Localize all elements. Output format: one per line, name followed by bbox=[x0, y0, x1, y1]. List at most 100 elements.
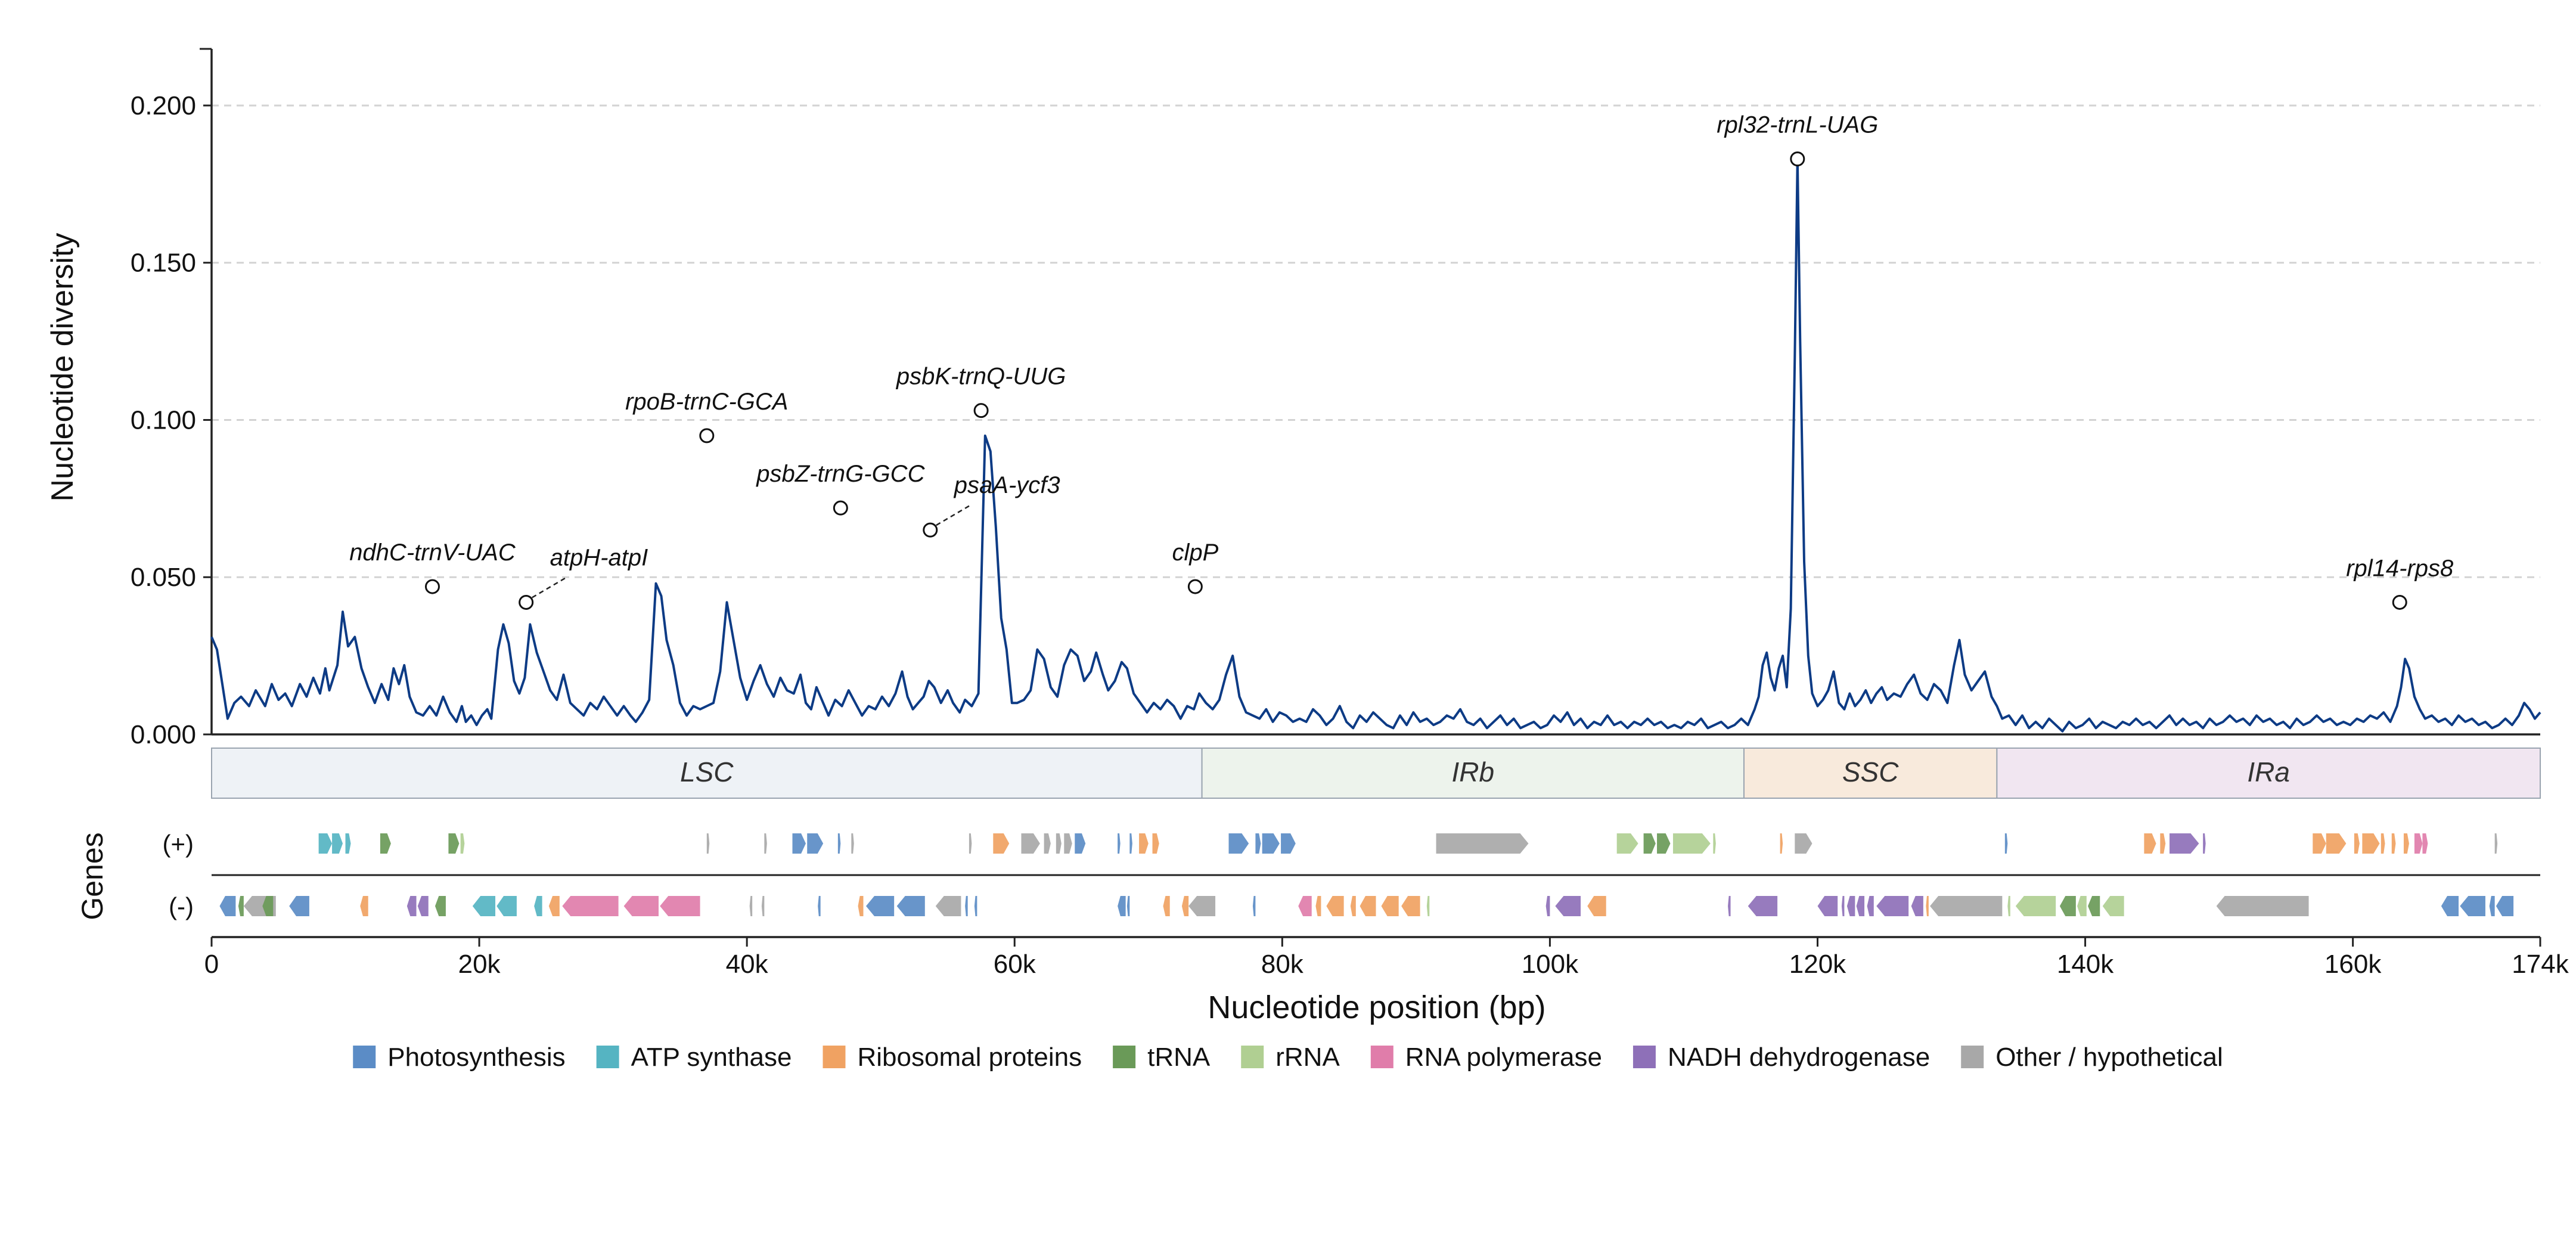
region-box bbox=[1201, 748, 1745, 799]
peak-label: rpl32-trnL-UAG bbox=[1717, 112, 1878, 138]
gene-arrow bbox=[1326, 896, 1344, 916]
peak-marker bbox=[1187, 579, 1203, 594]
peak-marker bbox=[2392, 594, 2407, 610]
gene-arrow bbox=[764, 833, 767, 854]
gene-arrow bbox=[2203, 833, 2206, 854]
gene-arrow bbox=[1315, 896, 1321, 916]
peak-marker bbox=[923, 522, 938, 538]
peak-label: psbK-trnQ-UUG bbox=[896, 364, 1066, 390]
legend-swatch bbox=[596, 1046, 619, 1068]
gene-arrow bbox=[1657, 833, 1671, 854]
gene-arrow bbox=[1064, 833, 1072, 854]
strand-plus-label: (+) bbox=[163, 830, 194, 858]
peak-leader-line bbox=[532, 576, 567, 598]
gene-arrow bbox=[1281, 833, 1296, 854]
gene-arrow bbox=[2102, 896, 2124, 916]
gene-arrow bbox=[1401, 896, 1420, 916]
gene-arrow bbox=[2015, 896, 2056, 916]
region-label: IRa bbox=[2247, 756, 2290, 787]
gene-arrow bbox=[1381, 896, 1399, 916]
gene-arrow bbox=[2004, 833, 2008, 854]
gene-arrow bbox=[935, 896, 961, 916]
legend-item-photo: Photosynthesis bbox=[353, 1043, 566, 1072]
gene-track bbox=[212, 833, 2540, 916]
gene-arrow bbox=[1876, 896, 1909, 916]
peak-group: ndhC-trnV-UAC bbox=[349, 539, 516, 594]
gene-arrow bbox=[1426, 896, 1430, 916]
x-tick-label: 160k bbox=[2324, 950, 2382, 979]
gene-arrow bbox=[818, 896, 821, 916]
y-axis-title: Nucleotide diversity bbox=[45, 233, 80, 502]
gene-arrow bbox=[896, 896, 925, 916]
gene-arrow bbox=[1643, 833, 1656, 854]
gene-arrow bbox=[1350, 896, 1356, 916]
legend-item-ribo: Ribosomal proteins bbox=[823, 1043, 1082, 1072]
peak-annotations: ndhC-trnV-UAC atpH-atpI rpoB-trnC-GCA psbZ-… bbox=[349, 112, 2454, 610]
gene-arrow bbox=[1252, 896, 1256, 916]
region-irb: IRb bbox=[1201, 748, 1745, 799]
gene-arrow bbox=[2460, 896, 2485, 916]
gene-arrow bbox=[1298, 896, 1312, 916]
legend-label: NADH dehydrogenase bbox=[1668, 1043, 1930, 1072]
region-box bbox=[1743, 748, 1998, 799]
gene-arrow bbox=[792, 833, 806, 854]
gene-arrow bbox=[807, 833, 824, 854]
diversity-line bbox=[210, 157, 2541, 733]
gene-arrow bbox=[1118, 833, 1121, 854]
gene-arrow bbox=[262, 896, 274, 916]
gene-arrow bbox=[1262, 833, 1280, 854]
gene-arrow bbox=[1930, 896, 2003, 916]
gene-arrow bbox=[318, 833, 333, 854]
gene-arrow bbox=[2414, 833, 2423, 854]
genes-track-title: Genes bbox=[76, 832, 109, 920]
peak-label: atpH-atpI bbox=[550, 544, 648, 570]
gene-arrow bbox=[1139, 833, 1149, 854]
peak-label: rpl14-rps8 bbox=[2346, 555, 2454, 581]
region-track: LSC IRb SSC IRa bbox=[211, 748, 2541, 799]
gene-arrow bbox=[289, 896, 309, 916]
gene-arrow bbox=[1728, 896, 1731, 916]
gene-arrow bbox=[1616, 833, 1638, 854]
gene-arrow bbox=[434, 896, 446, 916]
region-label: LSC bbox=[680, 756, 734, 787]
gene-arrow bbox=[1846, 896, 1855, 916]
diversity-series bbox=[210, 157, 2541, 733]
peak-marker bbox=[699, 428, 715, 444]
gene-arrow bbox=[1021, 833, 1040, 854]
gene-arrow bbox=[2496, 896, 2514, 916]
legend-label: Other / hypothetical bbox=[1995, 1043, 2223, 1072]
legend-swatch bbox=[823, 1046, 846, 1068]
gene-arrow bbox=[1075, 833, 1086, 854]
legend-item-other: Other / hypothetical bbox=[1961, 1043, 2223, 1072]
gene-arrow bbox=[623, 896, 659, 916]
gene-arrow bbox=[965, 896, 968, 916]
x-tick-label: 140k bbox=[2057, 950, 2114, 979]
x-tick-label: 80k bbox=[1261, 950, 1304, 979]
gene-arrow bbox=[238, 896, 244, 916]
gene-arrow bbox=[2354, 833, 2360, 854]
legend-label: Photosynthesis bbox=[387, 1043, 565, 1072]
gene-arrow bbox=[2160, 833, 2166, 854]
gene-arrow bbox=[1856, 896, 1865, 916]
x-tick-label: 100k bbox=[1522, 950, 1579, 979]
gene-arrow bbox=[1713, 833, 1716, 854]
gene-arrow bbox=[1188, 896, 1216, 916]
peak-group: psaA-ycf3 bbox=[923, 472, 1060, 538]
gene-arrow bbox=[406, 896, 417, 916]
peak-label: rpoB-trnC-GCA bbox=[625, 389, 788, 415]
gene-arrow bbox=[472, 896, 496, 916]
gene-arrow bbox=[380, 833, 391, 854]
legend-item-rrna: rRNA bbox=[1241, 1043, 1340, 1072]
peak-label: psbZ-trnG-GCC bbox=[756, 461, 925, 487]
peak-marker bbox=[973, 403, 989, 418]
gene-arrow bbox=[2326, 833, 2347, 854]
legend-label: RNA polymerase bbox=[1405, 1043, 1602, 1072]
x-axis: 0 20k 40k 60k 80k 100k 120k 140k 160k 174k bbox=[204, 936, 2569, 979]
gene-arrow bbox=[1163, 896, 1170, 916]
axes: 0.000 0.050 0.100 0.150 0.200 bbox=[131, 48, 2540, 749]
legend-item-ndh: NADH dehydrogenase bbox=[1632, 1043, 1930, 1072]
gene-arrow bbox=[417, 896, 429, 916]
legend-label: tRNA bbox=[1147, 1043, 1211, 1072]
gene-arrow bbox=[1817, 896, 1838, 916]
gene-arrow bbox=[1152, 833, 1159, 854]
